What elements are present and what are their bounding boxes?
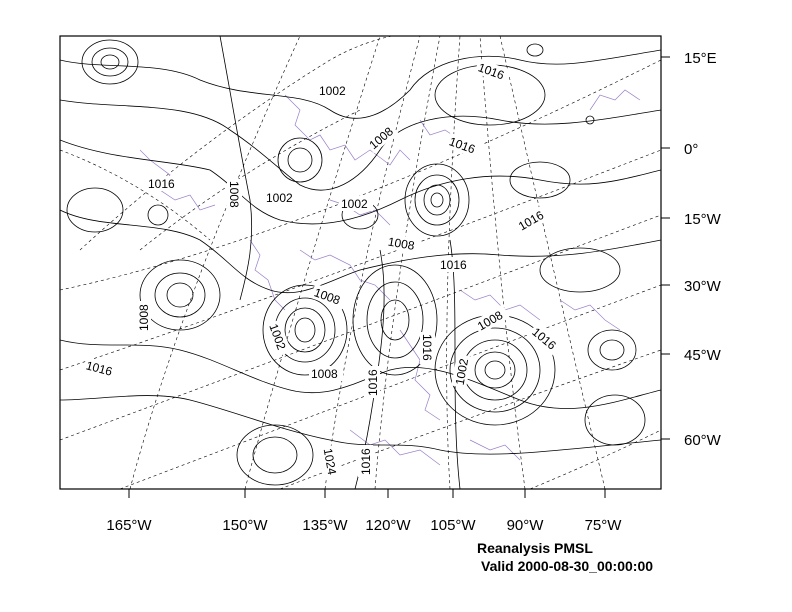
contour-label: 1016	[420, 332, 435, 364]
graticule	[60, 36, 661, 489]
contour-label: 1016	[82, 356, 120, 381]
lat-label: 30°W	[684, 278, 722, 295]
svg-text:1016: 1016	[84, 358, 114, 379]
contour-label: 1016	[146, 176, 180, 191]
svg-text:1008: 1008	[387, 234, 416, 252]
contour-label: 1016	[358, 445, 373, 477]
contour-label: 1024	[320, 445, 341, 480]
lon-label: 135°W	[302, 517, 348, 534]
svg-text:1016: 1016	[440, 258, 467, 272]
contour-labels: 1002 1008 1016 1016 1008 1002 1002 1016 …	[82, 58, 564, 480]
svg-text:1016: 1016	[359, 448, 373, 475]
lat-label: 15°E	[684, 50, 717, 67]
map-content: 1002 1008 1016 1016 1008 1002 1002 1016 …	[60, 36, 661, 489]
contour-label: 1002	[339, 196, 373, 211]
lon-label: 105°W	[430, 517, 476, 534]
right-axis: 15°E 0° 15°W 30°W 45°W 60°W	[661, 50, 722, 449]
contour-label: 1016	[438, 257, 472, 272]
svg-text:1008: 1008	[311, 367, 338, 381]
lon-label: 75°W	[585, 517, 623, 534]
contour-label: 1008	[309, 366, 343, 381]
svg-text:1008: 1008	[137, 304, 151, 331]
lat-label: 15°W	[684, 211, 722, 228]
lon-label: 90°W	[507, 517, 545, 534]
map-frame	[59, 35, 662, 490]
lat-label: 0°	[684, 141, 698, 158]
lat-label: 45°W	[684, 347, 722, 364]
map-title: Reanalysis PMSL	[477, 540, 593, 556]
svg-text:1016: 1016	[148, 177, 175, 191]
contour-label: 1002	[451, 354, 472, 389]
svg-text:1002: 1002	[319, 84, 346, 98]
svg-text:1002: 1002	[266, 191, 293, 205]
contour-label: 1016	[445, 132, 483, 159]
contour-label: 1008	[310, 283, 348, 310]
svg-text:1024: 1024	[321, 447, 339, 476]
valid-time: Valid 2000-08-30_00:00:00	[481, 558, 654, 574]
contour-label: 1002	[316, 82, 350, 98]
svg-text:1016: 1016	[366, 369, 380, 396]
contour-label: 1002	[264, 190, 298, 205]
svg-text:1016: 1016	[420, 334, 434, 361]
svg-text:1008: 1008	[312, 285, 342, 307]
contour-label: 1008	[472, 304, 510, 335]
contour-label: 1008	[384, 233, 421, 254]
contour-label: 1016	[365, 366, 380, 398]
contour-label: 1008	[227, 179, 242, 211]
contour-label: 1016	[513, 204, 551, 235]
svg-text:1008: 1008	[227, 181, 241, 208]
svg-text:1016: 1016	[476, 60, 506, 82]
svg-text:1002: 1002	[453, 357, 471, 386]
lon-label: 120°W	[365, 517, 411, 534]
contour-label: 1008	[136, 301, 151, 333]
lat-label: 60°W	[684, 432, 722, 449]
lon-label: 150°W	[222, 517, 268, 534]
lon-label: 165°W	[106, 517, 152, 534]
bottom-axis: 165°W 150°W 135°W 120°W 105°W 90°W 75°W	[106, 489, 622, 534]
svg-text:1016: 1016	[447, 134, 477, 156]
svg-text:1002: 1002	[341, 197, 368, 211]
isobar-contours	[60, 36, 661, 489]
